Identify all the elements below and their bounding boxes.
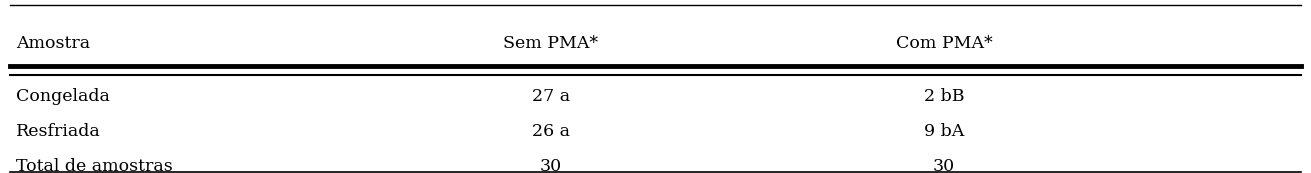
Text: Com PMA*: Com PMA* <box>895 35 992 52</box>
Text: 26 a: 26 a <box>532 123 569 140</box>
Text: 30: 30 <box>933 158 954 173</box>
Text: Amostra: Amostra <box>16 35 90 52</box>
Text: 2 bB: 2 bB <box>924 88 964 105</box>
Text: 27 a: 27 a <box>531 88 570 105</box>
Text: 30: 30 <box>540 158 561 173</box>
Text: Congelada: Congelada <box>16 88 110 105</box>
Text: Resfriada: Resfriada <box>16 123 101 140</box>
Text: Total de amostras: Total de amostras <box>16 158 173 173</box>
Text: 9 bA: 9 bA <box>924 123 964 140</box>
Text: Sem PMA*: Sem PMA* <box>503 35 598 52</box>
